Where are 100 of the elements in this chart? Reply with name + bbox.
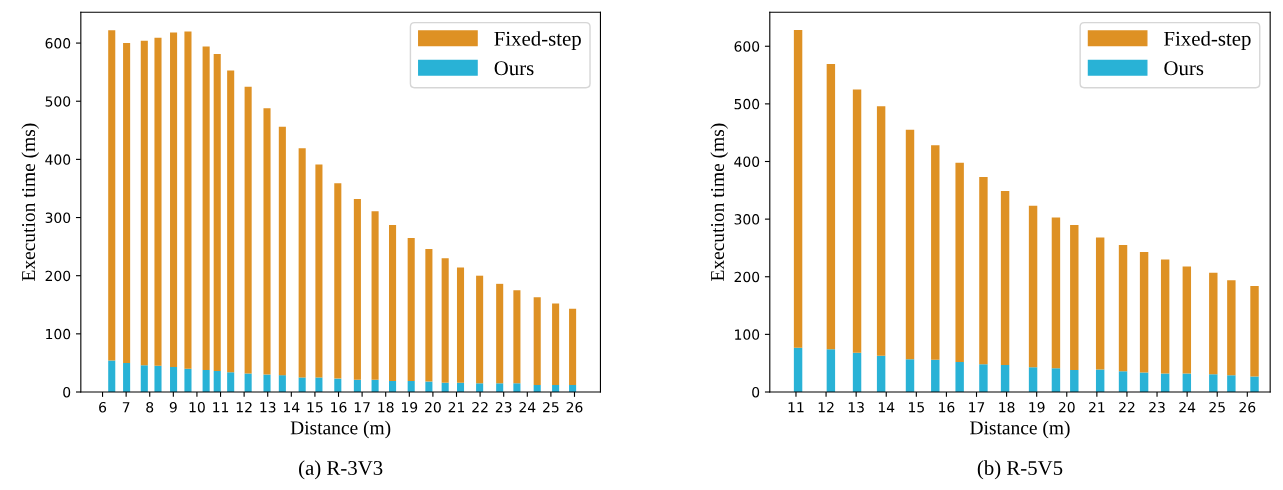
bar <box>154 37 162 366</box>
bar <box>140 365 148 392</box>
x-tick-label: 23 <box>1149 401 1165 413</box>
bar <box>1070 370 1079 392</box>
x-tick-label: 23 <box>495 401 512 413</box>
bar <box>202 369 210 392</box>
y-tick-label: 200 <box>734 271 760 283</box>
x-tick-label: 18 <box>378 401 394 413</box>
y-tick-label: 100 <box>735 329 760 340</box>
bar <box>1182 266 1192 374</box>
y-axis-title: Execution time (ms) <box>21 123 40 281</box>
bar <box>371 379 379 392</box>
bar <box>1118 371 1128 392</box>
x-tick-label: 6 <box>99 401 107 413</box>
bar <box>876 355 886 392</box>
y-tick-label: 200 <box>45 270 71 282</box>
bar <box>170 32 178 367</box>
bar <box>140 40 148 366</box>
bar <box>513 290 521 384</box>
y-tick-label: 600 <box>45 38 71 49</box>
bar <box>793 30 803 348</box>
x-tick-label: 11 <box>213 402 229 413</box>
legend-label: Fixed-step <box>494 31 581 51</box>
x-tick-label: 16 <box>939 401 955 413</box>
y-tick-label: 300 <box>45 212 71 224</box>
bar <box>227 70 235 373</box>
bar <box>979 364 988 392</box>
bar <box>298 148 306 378</box>
x-tick-label: 21 <box>1089 401 1105 413</box>
bar <box>170 366 178 392</box>
bar <box>213 371 221 392</box>
y-tick-label: 400 <box>45 154 71 165</box>
x-tick-label: 18 <box>999 401 1015 413</box>
bar <box>826 349 836 392</box>
x-tick-label: 7 <box>122 402 130 413</box>
bar <box>1209 374 1218 392</box>
bar <box>1139 251 1149 373</box>
bar <box>202 46 210 370</box>
bar <box>184 31 192 369</box>
y-tick-label: 400 <box>734 156 760 167</box>
bar <box>852 89 862 353</box>
x-tick-label: 19 <box>1029 401 1045 413</box>
x-tick-label: 26 <box>1239 401 1256 413</box>
bar <box>278 375 286 392</box>
bar <box>298 377 306 392</box>
bar <box>315 377 323 392</box>
bar <box>513 383 521 392</box>
x-tick-label: 20 <box>425 401 441 413</box>
bar <box>955 162 964 363</box>
bar <box>931 359 940 392</box>
bar <box>184 368 192 392</box>
bar <box>1227 280 1236 376</box>
bar <box>123 43 131 363</box>
bar <box>407 237 415 381</box>
bar <box>213 54 221 372</box>
bar <box>1051 217 1061 369</box>
bar <box>533 297 541 386</box>
bar <box>278 126 286 376</box>
bar <box>1139 372 1149 392</box>
x-tick-label: 13 <box>848 401 864 413</box>
x-tick-label: 21 <box>448 401 465 413</box>
x-tick-label: 17 <box>354 402 370 413</box>
bar <box>1160 259 1170 374</box>
x-tick-label: 9 <box>169 401 177 413</box>
x-tick-label: 8 <box>146 401 154 413</box>
bar <box>456 267 465 383</box>
bar <box>876 106 886 356</box>
bar <box>371 211 379 380</box>
bar <box>476 275 484 384</box>
bar <box>1118 245 1128 372</box>
bar <box>496 283 504 384</box>
bar <box>353 379 361 392</box>
y-axis-title: Execution time (ms) <box>710 123 729 281</box>
bar <box>353 198 361 380</box>
bar <box>905 129 915 360</box>
y-tick-label: 600 <box>734 41 760 52</box>
bar <box>476 383 484 392</box>
bar <box>441 258 449 383</box>
x-tick-label: 20 <box>1058 401 1075 413</box>
x-tick-label: 22 <box>1119 401 1135 413</box>
x-tick-label: 22 <box>472 401 488 413</box>
bar <box>244 86 252 374</box>
x-tick-label: 17 <box>969 402 985 413</box>
bar <box>108 360 116 392</box>
x-tick-label: 14 <box>878 402 895 413</box>
bar <box>154 365 162 392</box>
bar <box>1028 367 1038 392</box>
bar <box>425 248 433 382</box>
bar <box>315 164 323 378</box>
bar <box>552 303 560 386</box>
y-tick-label: 500 <box>45 96 71 107</box>
bar <box>123 362 131 392</box>
bar <box>1095 237 1105 370</box>
x-tick-label: 24 <box>519 401 536 413</box>
text: (b) R-5V5 <box>977 460 1063 480</box>
x-tick-label: 16 <box>331 401 347 413</box>
y-tick-label: 0 <box>752 386 760 398</box>
bar <box>905 359 915 392</box>
y-tick-label: 500 <box>734 98 760 110</box>
x-axis-title: Distance (m) <box>290 420 391 439</box>
